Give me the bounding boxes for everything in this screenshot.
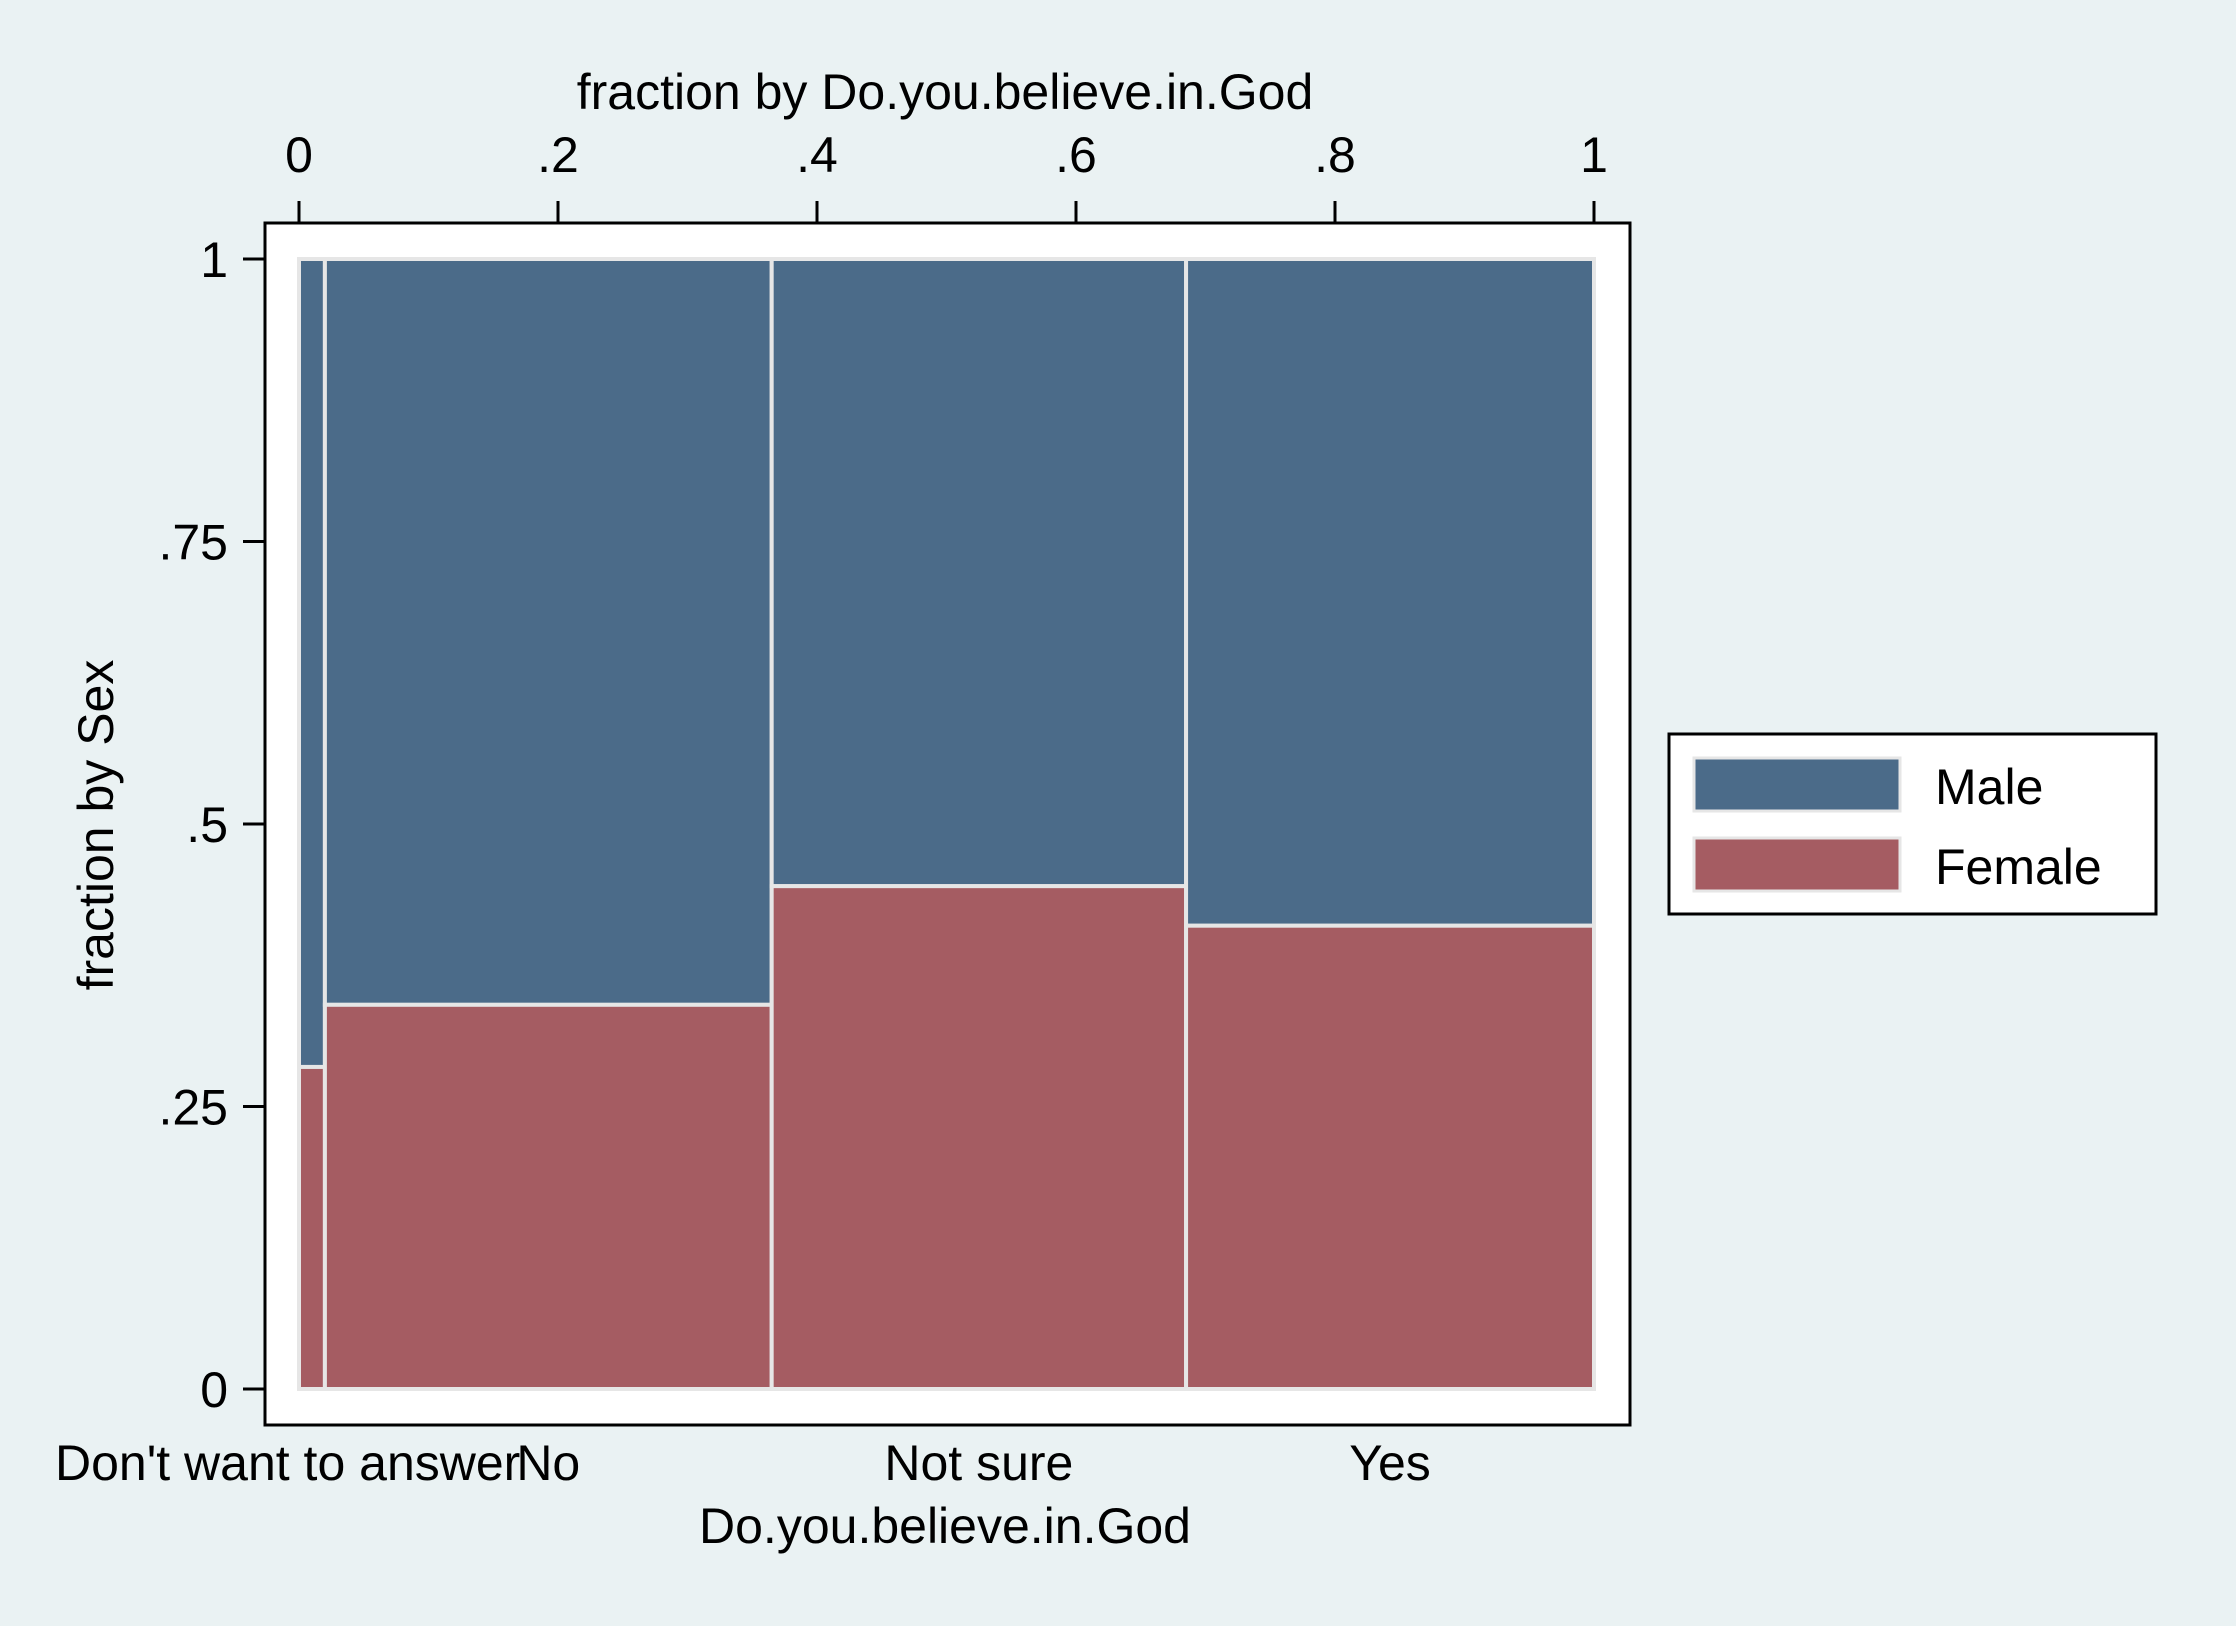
legend-swatch-male — [1692, 756, 1902, 813]
top-x-axis: 0 .2 .4 .6 .8 1 — [285, 127, 1608, 223]
top-tick-label: 0 — [285, 127, 313, 183]
legend-label-female: Female — [1935, 839, 2102, 895]
tile-not-sure-female — [769, 884, 1189, 1392]
tile-no-male — [322, 257, 774, 1007]
y-tick-label: 1 — [200, 232, 228, 288]
legend-swatch-female — [1692, 836, 1902, 893]
y-tick-label: .25 — [158, 1080, 228, 1136]
category-label: Not sure — [884, 1435, 1073, 1491]
category-label: No — [516, 1435, 580, 1491]
tile-not-sure-male — [769, 257, 1189, 889]
y-tick-label: 0 — [200, 1362, 228, 1418]
top-axis-title: fraction by Do.you.believe.in.God — [577, 64, 1314, 120]
tile-yes-female — [1184, 923, 1596, 1391]
top-tick-label: .4 — [796, 127, 838, 183]
tile-don-t-want-to-answer-female — [297, 1064, 327, 1391]
y-axis-title: fraction by Sex — [68, 660, 124, 991]
category-label: Don't want to answer — [55, 1435, 520, 1491]
top-tick-label: .6 — [1055, 127, 1097, 183]
tile-no-female — [322, 1002, 774, 1391]
top-tick-label: 1 — [1580, 127, 1608, 183]
top-tick-label: .2 — [537, 127, 579, 183]
legend: Male Female — [1667, 732, 2158, 916]
tile-yes-male — [1184, 257, 1596, 928]
y-tick-label: .5 — [186, 797, 228, 853]
mosaic-tiles — [297, 257, 1596, 1392]
category-label: Yes — [1349, 1435, 1431, 1491]
legend-label-male: Male — [1935, 759, 2043, 815]
top-tick-label: .8 — [1314, 127, 1356, 183]
x-axis-title: Do.you.believe.in.God — [699, 1498, 1191, 1554]
tile-don-t-want-to-answer-male — [297, 257, 327, 1069]
y-tick-label: .75 — [158, 515, 228, 571]
y-axis: 0 .25 .5 .75 1 — [158, 232, 265, 1418]
